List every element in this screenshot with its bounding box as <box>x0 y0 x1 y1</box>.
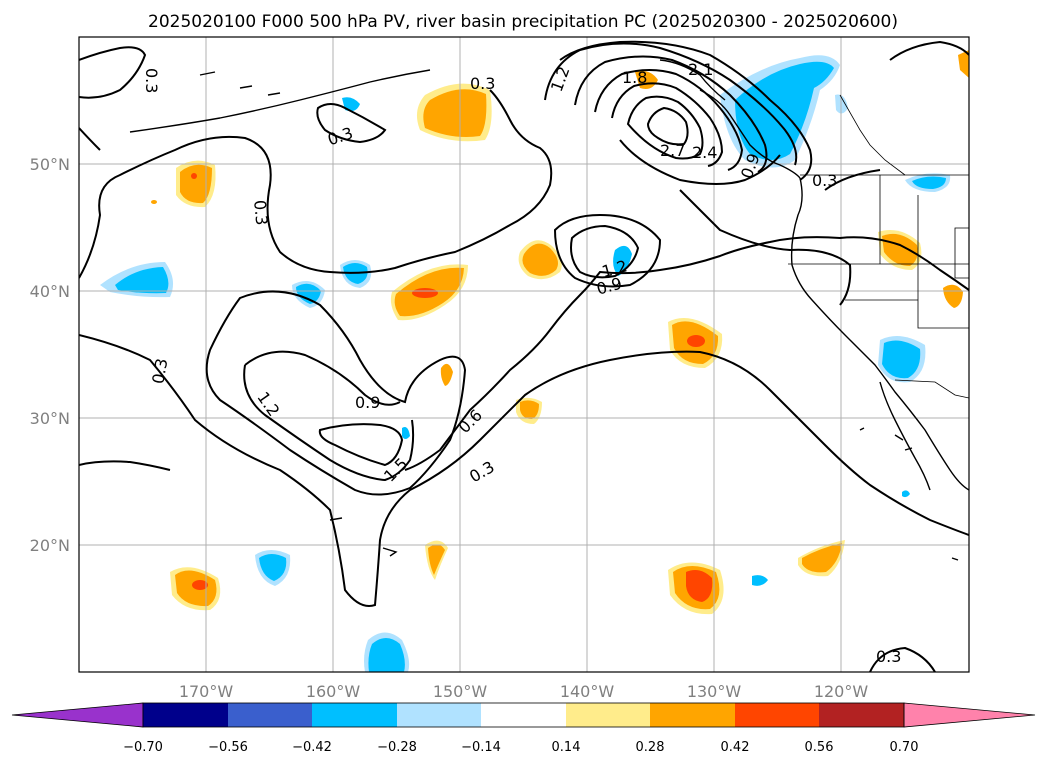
precip-blob <box>686 570 713 602</box>
precip-blob <box>296 283 321 304</box>
pv-contour <box>553 213 662 288</box>
lon-tick-label: 130°W <box>687 682 742 701</box>
precip-blob <box>613 245 632 276</box>
pv-contour <box>243 364 415 482</box>
pv-contour <box>79 334 969 607</box>
colorbar-tick-label: −0.42 <box>292 740 332 755</box>
precip-blob <box>912 176 946 189</box>
pv-contour <box>79 89 553 279</box>
pv-contour <box>318 423 404 467</box>
precip-blob <box>752 575 768 586</box>
colorbar-tick-label: 0.70 <box>890 740 919 755</box>
map-plot-area: 0.3 0.3 0.3 0.3 0.3 0.3 0.3 0.3 0.6 0.9 … <box>79 37 969 672</box>
colorbar-segment <box>481 703 566 727</box>
precip-blob <box>180 164 212 204</box>
contour-label: 2.1 <box>688 60 713 79</box>
pv-contour <box>79 460 171 471</box>
precip-blob <box>882 340 921 379</box>
precip-blob <box>402 427 410 439</box>
pv-contour <box>544 42 798 166</box>
precip-blob <box>802 543 842 573</box>
pv-contour <box>559 40 813 181</box>
pv-contour <box>594 69 744 171</box>
colorbar: −0.70 −0.56 −0.42 −0.28 −0.14 0.14 0.28 … <box>11 702 1036 755</box>
precip-blob <box>423 89 487 137</box>
precip-blob <box>115 267 169 294</box>
contour-label: 0.9 <box>355 393 380 412</box>
contour-label: 2.7 <box>660 141 685 160</box>
pv-contour <box>570 224 640 279</box>
colorbar-segment <box>735 703 819 727</box>
longitude-tick-labels: 170°W 160°W 150°W 140°W 130°W 120°W <box>179 682 869 701</box>
contour-label: 1.8 <box>622 68 647 87</box>
colorbar-segment <box>312 703 397 727</box>
colorbar-segment <box>228 703 312 727</box>
lat-tick-label: 20°N <box>30 536 70 555</box>
precip-blob <box>440 363 453 386</box>
gridlines <box>79 37 969 672</box>
pv-contour <box>646 106 689 146</box>
lat-tick-label: 30°N <box>30 409 70 428</box>
lon-tick-label: 120°W <box>814 682 869 701</box>
colorbar-extend-high <box>903 702 1036 728</box>
contour-label: 0.3 <box>250 199 271 226</box>
precip-blob <box>520 400 539 419</box>
pv-contour <box>404 236 969 471</box>
pv-contour <box>889 40 969 61</box>
colorbar-tick-label: −0.14 <box>461 740 501 755</box>
colorbar-segment <box>397 703 481 727</box>
lon-tick-label: 140°W <box>560 682 615 701</box>
precip-blob <box>902 490 910 498</box>
pv-contour <box>611 82 724 167</box>
contour-label: 0.3 <box>148 357 171 385</box>
colorbar-tick-label: −0.28 <box>377 740 417 755</box>
lon-tick-label: 170°W <box>179 682 234 701</box>
map-title: 2025020100 F000 500 hPa PV, river basin … <box>148 12 898 32</box>
contour-label: 0.3 <box>812 171 837 190</box>
lon-tick-label: 160°W <box>306 682 361 701</box>
precip-blob <box>368 638 405 672</box>
map-frame <box>78 36 970 673</box>
colorbar-tick-label: 0.28 <box>636 740 665 755</box>
colorbar-segment <box>650 703 735 727</box>
colorbar-tick-label: 0.14 <box>552 740 581 755</box>
pv-contour <box>79 46 147 99</box>
colorbar-segment <box>143 703 228 727</box>
lat-tick-label: 40°N <box>30 282 70 301</box>
precip-blob <box>958 50 969 78</box>
precip-blob <box>522 243 558 276</box>
contour-label: 2.4 <box>692 143 717 162</box>
colorbar-segment <box>819 703 904 727</box>
precip-blob <box>428 544 445 575</box>
coastlines <box>129 59 969 561</box>
pv-contour <box>824 169 881 191</box>
colorbar-extend-low <box>11 702 144 728</box>
latitude-tick-labels: 50°N 40°N 30°N 20°N <box>30 155 70 555</box>
lon-tick-label: 150°W <box>433 682 488 701</box>
pv-contour <box>79 127 101 151</box>
pv-contour <box>316 103 387 144</box>
pv-contours <box>79 40 969 672</box>
pv-contour <box>619 139 781 185</box>
pv-contour <box>679 189 852 306</box>
colorbar-tick-label: 0.56 <box>805 740 834 755</box>
pv-contour <box>869 646 936 672</box>
precip-blob <box>259 554 287 581</box>
pv-contour <box>244 350 401 406</box>
colorbar-segment <box>566 703 650 727</box>
contour-label: 0.3 <box>142 68 161 93</box>
colorbar-tick-label: −0.70 <box>123 740 163 755</box>
pv-contour <box>626 95 704 160</box>
lat-tick-label: 50°N <box>30 155 70 174</box>
contour-label: 0.3 <box>876 647 901 666</box>
contour-label: 0.3 <box>470 74 495 93</box>
colorbar-tick-label: 0.42 <box>721 740 750 755</box>
pv-contour <box>574 55 768 173</box>
colorbar-tick-label: −0.56 <box>208 740 248 755</box>
pv-contour <box>205 290 467 496</box>
positive-precip-blobs <box>151 50 969 615</box>
borders <box>788 94 969 399</box>
